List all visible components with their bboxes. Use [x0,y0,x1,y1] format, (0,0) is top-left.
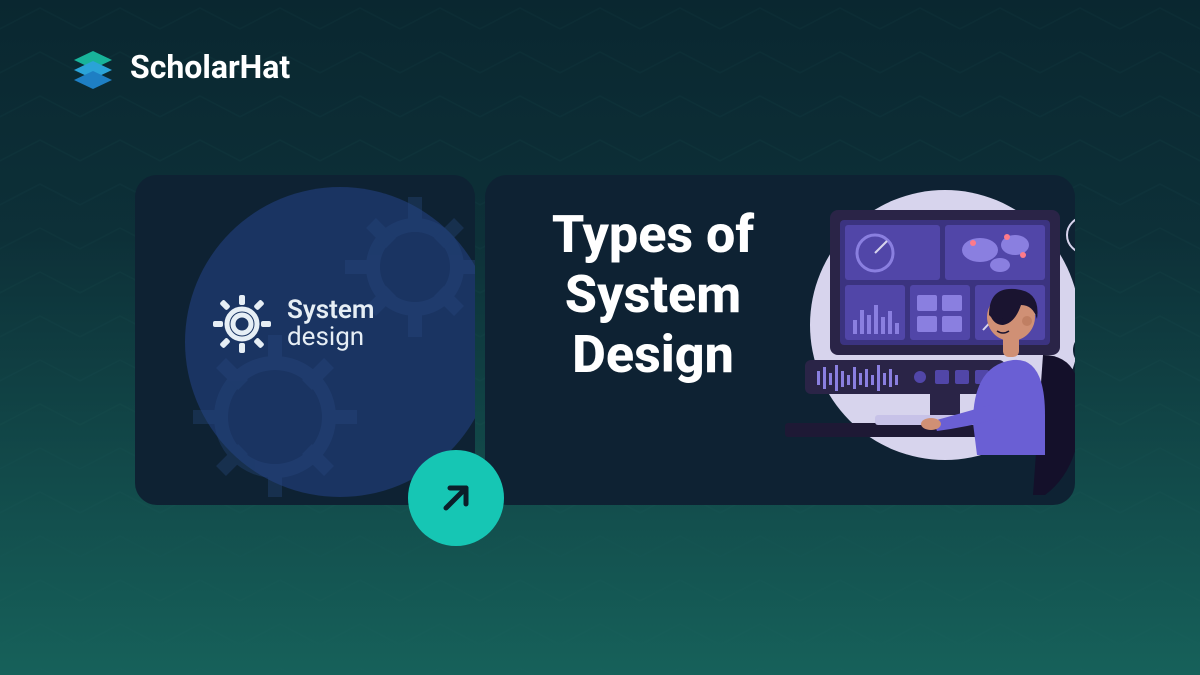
brand: ScholarHat [70,44,290,90]
developer-illustration [745,175,1075,505]
system-design-label-line1: System [287,297,374,324]
arrow-up-right-icon [434,476,478,520]
system-design-logo: System design [211,293,374,355]
arrow-badge[interactable] [408,450,504,546]
system-design-label-line2: design [287,324,374,351]
right-card: Types of System Design [485,175,1075,505]
gear-icon [211,293,273,355]
ring-icon [1067,217,1075,253]
left-card: System design [135,175,475,505]
scholarhat-logo-icon [70,44,116,90]
brand-name: ScholarHat [130,48,290,86]
cards-row: System design Types of System Design [135,175,1075,505]
system-design-label: System design [287,297,374,352]
